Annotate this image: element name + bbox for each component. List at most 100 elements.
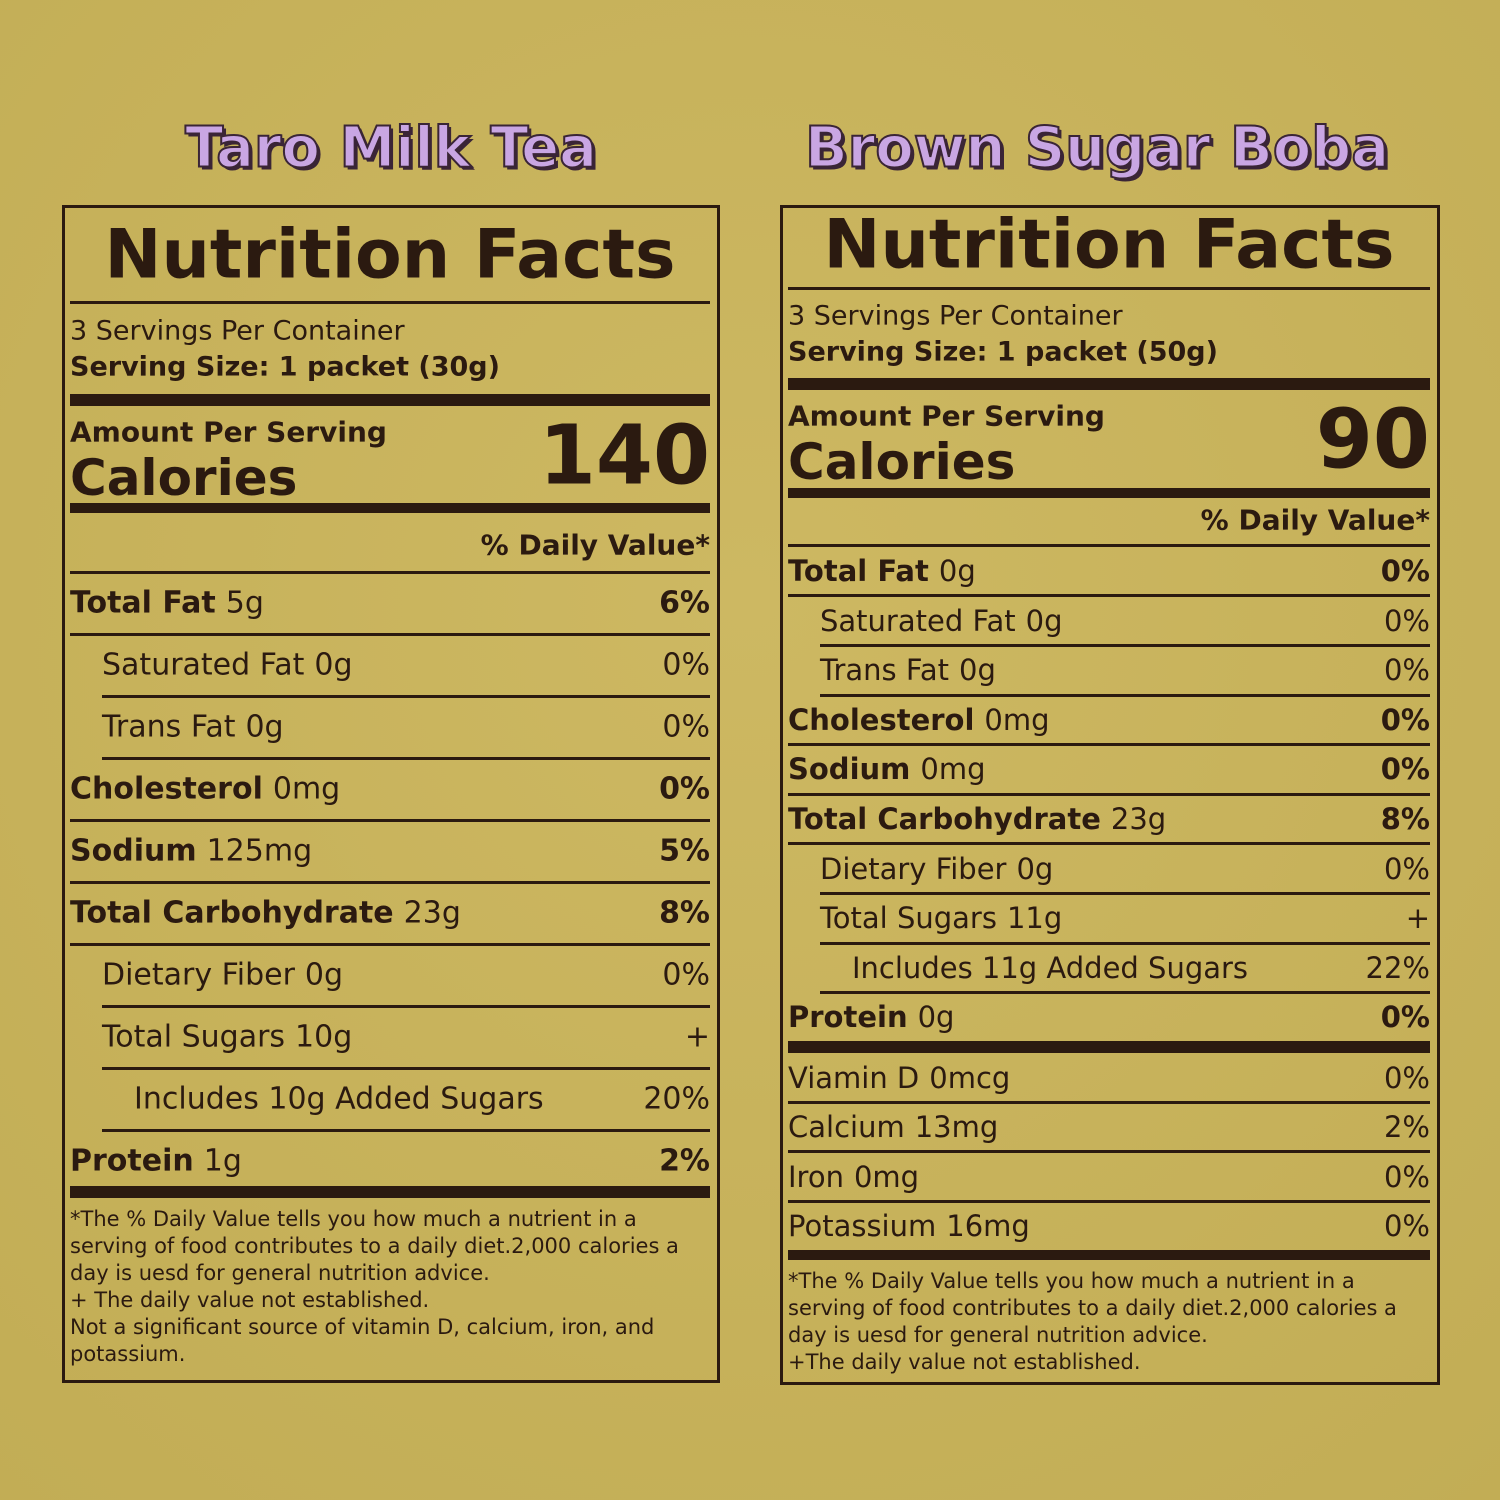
footnote: +The daily value not established. bbox=[788, 1350, 1141, 1374]
nutrient-name: Trans Fat bbox=[102, 709, 236, 745]
daily-value: 20% bbox=[643, 1081, 710, 1117]
rule bbox=[820, 991, 1430, 995]
label-box bbox=[780, 205, 1440, 1385]
calories-label: Calories bbox=[70, 449, 298, 507]
footnote: *The % Daily Value tells you how much a … bbox=[788, 1269, 1397, 1347]
rule bbox=[70, 942, 710, 946]
daily-value: 0% bbox=[1380, 752, 1430, 787]
nutrient-row: Protein 0g bbox=[788, 1000, 954, 1034]
rule bbox=[102, 694, 710, 698]
daily-value: 5% bbox=[659, 833, 710, 869]
nutrient-name: Saturated Fat bbox=[102, 647, 305, 683]
nutrient-row: Saturated Fat 0g bbox=[102, 648, 353, 683]
nutrient-amount: 0mg bbox=[920, 752, 986, 787]
nutrient-row: Total Fat 5g bbox=[70, 586, 264, 621]
servings: 3 Servings Per Container bbox=[788, 300, 1123, 332]
daily-value: 8% bbox=[659, 895, 710, 931]
rule bbox=[70, 394, 710, 406]
nutrient-name: Total Carbohydrate bbox=[70, 895, 394, 931]
rule bbox=[820, 941, 1430, 945]
daily-value: 2% bbox=[659, 1143, 710, 1179]
rule bbox=[788, 792, 1430, 796]
rule bbox=[70, 570, 710, 574]
rule bbox=[70, 818, 710, 822]
daily-value: 0% bbox=[1380, 1000, 1430, 1035]
nutrient-name: Total Fat bbox=[788, 554, 929, 588]
nutrient-name: Potassium bbox=[788, 1208, 937, 1243]
nutrient-name: Calcium bbox=[788, 1110, 905, 1145]
nutrient-name: Includes 11g Added Sugars bbox=[852, 950, 1249, 985]
nutrient-amount: 0g bbox=[959, 653, 996, 688]
daily-value: 0% bbox=[1383, 1159, 1430, 1194]
nutrient-name: Protein bbox=[788, 1000, 908, 1035]
daily-value: 6% bbox=[659, 585, 710, 621]
nutrient-row: Dietary Fiber 0g bbox=[820, 852, 1053, 886]
servings: 3 Servings Per Container bbox=[70, 315, 405, 347]
rule bbox=[820, 693, 1430, 697]
nutrient-amount: 5g bbox=[225, 585, 264, 621]
rule bbox=[788, 286, 1430, 290]
daily-value: 22% bbox=[1365, 950, 1430, 985]
nutrient-row: Iron 0mg bbox=[788, 1160, 919, 1194]
nutrient-row: Dietary Fiber 0g bbox=[102, 958, 343, 993]
amount-per-serving: Amount Per Serving bbox=[788, 399, 1105, 433]
nutrient-amount: 0mg bbox=[853, 1159, 920, 1194]
daily-value: 0% bbox=[659, 771, 710, 807]
rule bbox=[820, 643, 1430, 647]
rule bbox=[788, 842, 1430, 846]
rule bbox=[70, 300, 710, 304]
nutrient-name: Cholesterol bbox=[788, 702, 975, 737]
nutrient-amount: 11g bbox=[1006, 901, 1063, 936]
rule bbox=[820, 891, 1430, 895]
nutrient-row: Sodium 125mg bbox=[70, 834, 312, 869]
nutrient-name: Dietary Fiber bbox=[102, 957, 295, 993]
nutrient-amount: 0g bbox=[917, 1000, 955, 1035]
daily-value: 0% bbox=[1383, 851, 1430, 886]
nutrient-amount: 0g bbox=[1016, 851, 1054, 886]
nutrient-amount: 125mg bbox=[206, 833, 313, 869]
rule bbox=[788, 543, 1430, 547]
nutrient-row: Includes 10g Added Sugars bbox=[134, 1082, 544, 1117]
nutrient-name: Total Fat bbox=[70, 585, 216, 621]
nutrient-amount: 0g bbox=[304, 957, 344, 993]
rule bbox=[70, 880, 710, 884]
nutrient-row: Viamin D 0mcg bbox=[788, 1061, 1010, 1095]
heading: Nutrition Facts bbox=[104, 215, 676, 295]
nutrient-row: Sodium 0mg bbox=[788, 752, 985, 786]
nutrient-name: Protein bbox=[70, 1143, 194, 1179]
nutrient-amount: 23g bbox=[403, 895, 461, 931]
rule bbox=[788, 743, 1430, 747]
nutrient-amount: 0g bbox=[314, 647, 353, 683]
nutrient-row: Trans Fat 0g bbox=[820, 653, 996, 687]
rule bbox=[788, 1250, 1430, 1260]
nutrient-row: Cholesterol 0mg bbox=[788, 703, 1050, 737]
nutrient-name: Saturated Fat bbox=[820, 603, 1016, 638]
daily-value: 0% bbox=[1383, 1208, 1430, 1243]
nutrient-row: Total Carbohydrate 23g bbox=[70, 896, 461, 931]
nutrient-row: Calcium 13mg bbox=[788, 1110, 998, 1144]
nutrient-row: Cholesterol 0mg bbox=[70, 772, 340, 807]
footnotes: *The % Daily Value tells you how much a … bbox=[70, 1206, 700, 1368]
nutrient-name: Total Sugars bbox=[820, 901, 997, 936]
rule bbox=[102, 1066, 710, 1070]
nutrient-amount: 16mg bbox=[946, 1208, 1030, 1243]
daily-value: 8% bbox=[1380, 802, 1430, 836]
product-title: Brown Sugar Boba bbox=[804, 115, 1390, 182]
calories-value: 140 bbox=[538, 408, 710, 504]
nutrient-row: Protein 1g bbox=[70, 1144, 242, 1179]
nutrient-row: Trans Fat 0g bbox=[102, 710, 284, 745]
rule bbox=[70, 503, 710, 513]
nutrient-amount: 0g bbox=[245, 709, 284, 745]
daily-value-header: % Daily Value* bbox=[1200, 503, 1430, 537]
rule bbox=[70, 1186, 710, 1198]
daily-value: 0% bbox=[662, 647, 710, 683]
nutrient-row: Total Sugars 10g bbox=[102, 1020, 352, 1055]
nutrient-amount: 13mg bbox=[914, 1110, 999, 1145]
daily-value: + bbox=[684, 1019, 710, 1055]
amount-per-serving: Amount Per Serving bbox=[70, 415, 387, 449]
footnote: + The daily value not established. bbox=[70, 1288, 430, 1312]
label-box bbox=[62, 205, 720, 1383]
daily-value: 0% bbox=[1380, 702, 1430, 737]
rule bbox=[788, 1150, 1430, 1154]
